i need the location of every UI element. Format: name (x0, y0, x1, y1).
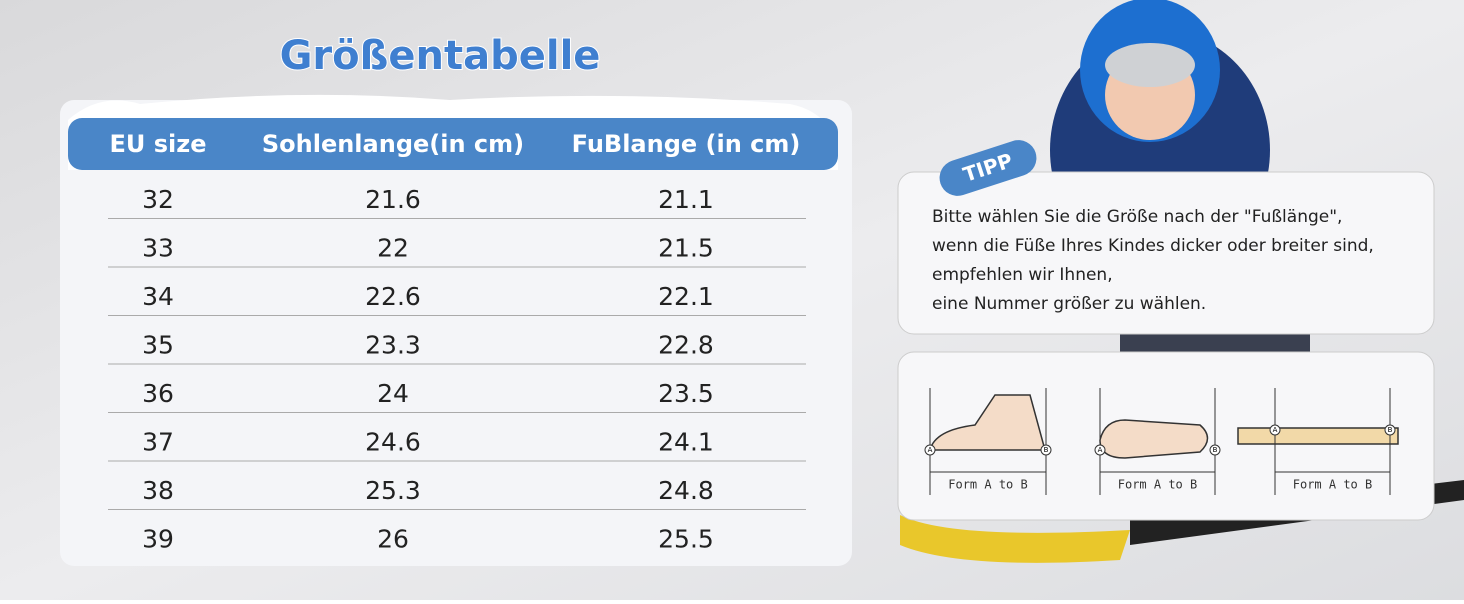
cell: 24 (377, 379, 409, 408)
point-label: B (1388, 426, 1393, 434)
title: Größentabelle (280, 33, 601, 79)
cell: 24.1 (658, 428, 714, 457)
cell: 34 (142, 282, 174, 311)
point (1040, 444, 1052, 456)
cell: 36 (142, 379, 174, 408)
cell: 21.6 (365, 185, 421, 214)
cell: 23.5 (658, 379, 714, 408)
column-header: Sohlenlange(in cm) (262, 130, 524, 158)
cell: 32 (142, 185, 174, 214)
tip-line: empfehlen wir Ihnen, (932, 265, 1113, 285)
tip-line: eine Nummer größer zu wählen. (932, 294, 1206, 314)
cell: 21.5 (658, 234, 714, 263)
caption: Form A to B (1118, 478, 1197, 492)
table-header (68, 118, 838, 170)
column-header: FuBlange (in cm) (572, 130, 801, 158)
point-label: A (928, 446, 933, 454)
point-label: A (1273, 426, 1278, 434)
cell: 37 (142, 428, 174, 457)
cell: 39 (142, 525, 174, 554)
point-label: B (1044, 446, 1049, 454)
cell: 24.6 (365, 428, 421, 457)
point-label: A (1098, 446, 1103, 454)
cell: 23.3 (365, 331, 421, 360)
point-label: B (1213, 446, 1218, 454)
cell: 22.1 (658, 282, 714, 311)
cell: 22.8 (658, 331, 714, 360)
cell: 25.3 (365, 476, 421, 505)
foot-sketches (929, 394, 1399, 459)
column-header: EU size (110, 130, 207, 158)
tip-line: Bitte wählen Sie die Größe nach der "Fuß… (932, 207, 1342, 227)
table-panel (60, 100, 852, 566)
tip-box (897, 171, 1435, 335)
cell: 22 (377, 234, 409, 263)
point (1094, 444, 1106, 456)
cell: 38 (142, 476, 174, 505)
caption: Form A to B (948, 478, 1027, 492)
cell: 21.1 (658, 185, 714, 214)
cell: 26 (377, 525, 409, 554)
cell: 22.6 (365, 282, 421, 311)
caption: Form A to B (1293, 478, 1372, 492)
tip-tag (939, 140, 1037, 196)
point (1384, 424, 1396, 436)
point (1209, 444, 1221, 456)
cell: 25.5 (658, 525, 714, 554)
point (1269, 424, 1281, 436)
cell: 35 (142, 331, 174, 360)
tip-line: wenn die Füße Ihres Kindes dicker oder b… (932, 236, 1374, 256)
cell: 24.8 (658, 476, 714, 505)
cell: 33 (142, 234, 174, 263)
point (924, 444, 936, 456)
